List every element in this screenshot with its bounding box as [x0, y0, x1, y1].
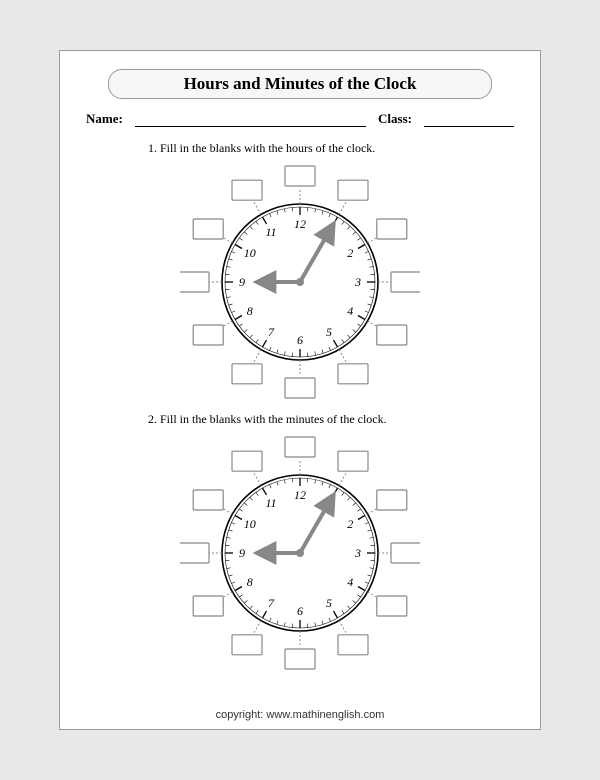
copyright: copyright: www.mathinenglish.com: [60, 709, 540, 721]
clock-2: 123456789101112: [180, 433, 420, 673]
svg-text:3: 3: [354, 275, 361, 289]
svg-text:7: 7: [268, 325, 275, 339]
svg-text:8: 8: [247, 304, 253, 318]
name-class-row: Name: Class:: [82, 111, 518, 127]
svg-text:2: 2: [347, 246, 353, 260]
svg-text:12: 12: [294, 217, 306, 231]
svg-text:2: 2: [347, 517, 353, 531]
class-label: Class:: [378, 111, 412, 127]
clock-svg-1: 123456789101112: [180, 162, 420, 402]
svg-text:10: 10: [244, 246, 256, 260]
clock-1: 123456789101112: [180, 162, 420, 402]
title-box: Hours and Minutes of the Clock: [108, 69, 492, 99]
q2-number: 2.: [148, 412, 157, 426]
svg-text:11: 11: [265, 496, 276, 510]
svg-text:5: 5: [326, 325, 332, 339]
worksheet-page: Hours and Minutes of the Clock Name: Cla…: [59, 50, 541, 730]
svg-text:4: 4: [347, 575, 353, 589]
name-blank[interactable]: [135, 111, 366, 127]
svg-text:12: 12: [294, 488, 306, 502]
question-1: 1. Fill in the blanks with the hours of …: [148, 141, 518, 156]
q2-text: Fill in the blanks with the minutes of t…: [160, 412, 387, 426]
svg-text:11: 11: [265, 225, 276, 239]
class-blank[interactable]: [424, 111, 514, 127]
svg-text:10: 10: [244, 517, 256, 531]
svg-text:9: 9: [239, 546, 245, 560]
svg-text:6: 6: [297, 604, 303, 618]
name-label: Name:: [86, 111, 123, 127]
svg-text:7: 7: [268, 596, 275, 610]
svg-text:8: 8: [247, 575, 253, 589]
svg-text:6: 6: [297, 333, 303, 347]
svg-text:3: 3: [354, 546, 361, 560]
q1-number: 1.: [148, 141, 157, 155]
q1-text: Fill in the blanks with the hours of the…: [160, 141, 375, 155]
svg-text:9: 9: [239, 275, 245, 289]
svg-text:5: 5: [326, 596, 332, 610]
page-title: Hours and Minutes of the Clock: [119, 74, 481, 94]
svg-text:4: 4: [347, 304, 353, 318]
clock-svg-2: 123456789101112: [180, 433, 420, 673]
question-2: 2. Fill in the blanks with the minutes o…: [148, 412, 518, 427]
